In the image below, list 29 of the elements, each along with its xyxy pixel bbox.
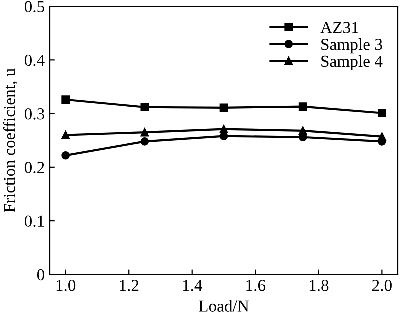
- y-tick-label: 0.5: [24, 1, 44, 13]
- point: [298, 102, 308, 111]
- point: [220, 125, 228, 134]
- point: [62, 131, 70, 140]
- y-tick-label: 0.4: [24, 54, 45, 66]
- x-tick-label: 1.0: [56, 280, 76, 292]
- y-tick-label: 0: [37, 269, 45, 281]
- x-tick-label: 2.0: [372, 280, 392, 292]
- point: [140, 138, 150, 146]
- x-tick-label: 1.6: [246, 280, 266, 292]
- y-tick-label: 0.3: [24, 108, 44, 120]
- point: [378, 132, 386, 142]
- x-axis-title: Load/N: [199, 300, 250, 312]
- legend-label: AZ31: [320, 22, 358, 34]
- legend-label: Sample 4: [322, 55, 383, 71]
- x-tick-label: 1.4: [183, 280, 203, 292]
- point: [378, 109, 386, 118]
- point: [298, 126, 308, 136]
- point: [140, 103, 150, 112]
- point: [62, 151, 70, 160]
- point: [62, 96, 70, 104]
- y-tick-label: 0.1: [24, 216, 44, 228]
- point: [140, 128, 150, 137]
- y-tick-label: 0.2: [24, 162, 44, 174]
- x-tick-label: 1.2: [120, 280, 139, 292]
- x-tick-label: 1.8: [310, 280, 329, 292]
- y-axis-title: Friction coefficient, u: [3, 68, 18, 212]
- point: [220, 104, 228, 112]
- legend-label: Sample 3: [322, 38, 382, 54]
